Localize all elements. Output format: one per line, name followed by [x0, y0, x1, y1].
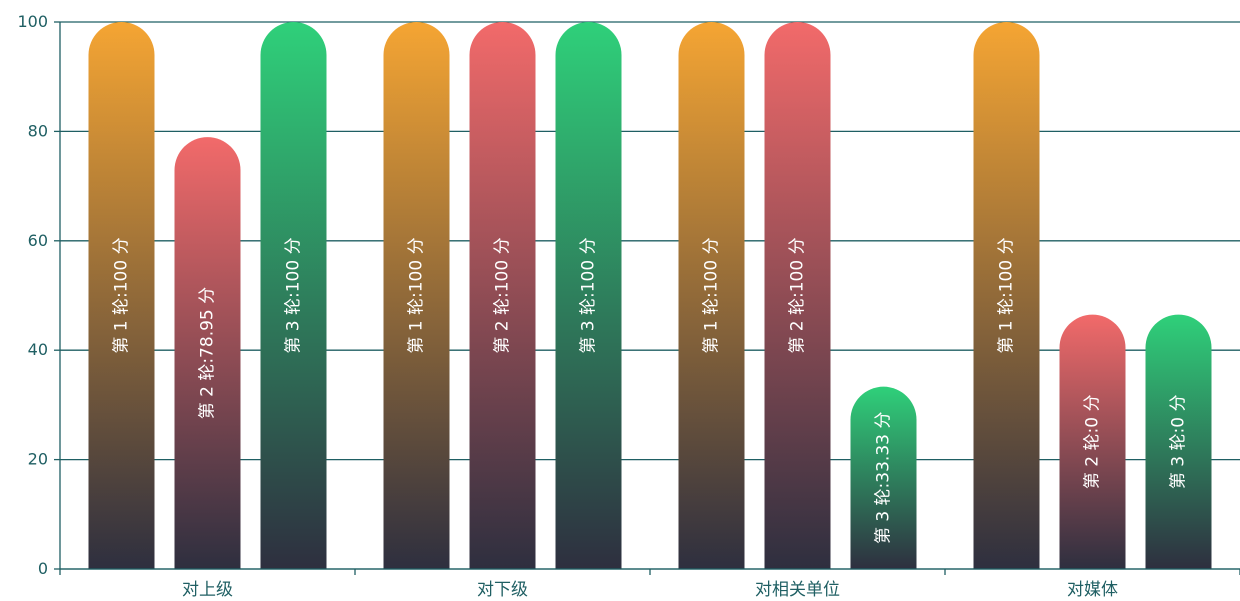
bar[interactable] [973, 22, 1040, 570]
bar[interactable] [555, 22, 622, 570]
bar[interactable] [678, 22, 745, 570]
bar-data-label: 第 2 轮:0 分 [1083, 395, 1103, 490]
x-tick-label: 对下级 [477, 580, 528, 600]
bar[interactable] [764, 22, 831, 570]
x-tick-label: 对媒体 [1067, 580, 1118, 600]
y-tick-label: 40 [28, 340, 48, 359]
y-grid: 0 20 40 60 80 100 [17, 12, 1240, 578]
bar-data-label: 第 2 轮:100 分 [493, 237, 513, 353]
bar[interactable] [383, 22, 450, 570]
bar[interactable] [1059, 314, 1126, 569]
bar-data-label: 第 3 轮:33.33 分 [874, 412, 894, 544]
bar[interactable] [260, 22, 327, 570]
bar[interactable] [469, 22, 536, 570]
bar-data-label: 第 1 轮:100 分 [997, 237, 1017, 353]
bar-data-label: 第 3 轮:100 分 [284, 237, 304, 353]
y-tick-label: 20 [28, 450, 48, 469]
bar-data-label: 第 3 轮:0 分 [1169, 395, 1189, 490]
bar-data-label: 第 2 轮:78.95 分 [198, 287, 218, 419]
bar[interactable] [174, 137, 241, 570]
bars: 第 1 轮:100 分 第 2 轮:78.95 分 第 3 轮:100 分 第 1 轮… [88, 22, 1212, 570]
bar-data-label: 第 3 轮:100 分 [579, 237, 599, 353]
bar-data-label: 第 2 轮:100 分 [788, 237, 808, 353]
x-tick-label: 对相关单位 [755, 580, 840, 600]
x-tick-label: 对上级 [182, 580, 233, 600]
y-tick-label: 80 [28, 121, 48, 140]
x-axis: 对上级 对下级 对相关单位 对媒体 [59, 569, 1240, 600]
y-tick-label: 100 [17, 12, 48, 31]
bar[interactable] [1145, 314, 1212, 569]
bar-data-label: 第 1 轮:100 分 [702, 237, 722, 353]
y-tick-label: 0 [38, 559, 48, 578]
bar[interactable] [88, 22, 155, 570]
y-tick-label: 60 [28, 231, 48, 250]
bar-data-label: 第 1 轮:100 分 [407, 237, 427, 353]
bar-data-label: 第 1 轮:100 分 [112, 237, 132, 353]
bar[interactable] [850, 386, 917, 569]
